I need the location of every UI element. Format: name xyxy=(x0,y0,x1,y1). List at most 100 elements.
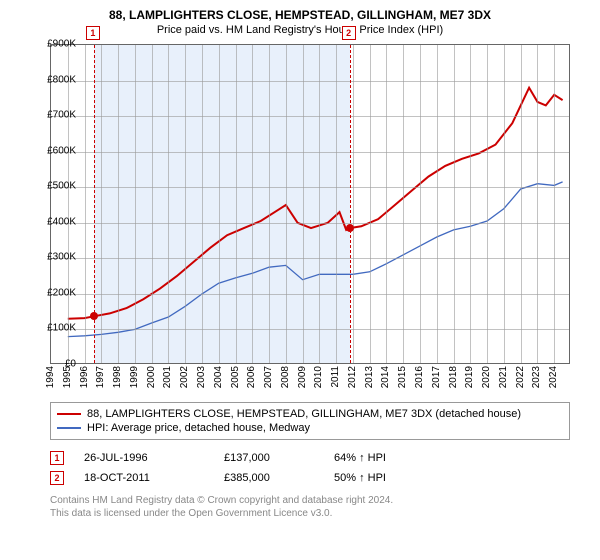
sale-marker-1: 1 xyxy=(86,26,100,40)
y-tick-label: £600K xyxy=(47,145,76,156)
gridline-v xyxy=(437,45,438,363)
x-tick-label: 2007 xyxy=(263,366,274,388)
x-tick-label: 2019 xyxy=(464,366,475,388)
sale-vline xyxy=(350,45,351,363)
gridline-v xyxy=(236,45,237,363)
x-tick-label: 1997 xyxy=(95,366,106,388)
sale-marker-2: 2 xyxy=(342,26,356,40)
x-tick-label: 2023 xyxy=(531,366,542,388)
x-tick-label: 2011 xyxy=(330,366,341,388)
gridline-v xyxy=(85,45,86,363)
gridline-v xyxy=(370,45,371,363)
y-tick-label: £700K xyxy=(47,110,76,121)
y-tick-label: £800K xyxy=(47,74,76,85)
y-tick-label: £400K xyxy=(47,216,76,227)
gridline-v xyxy=(135,45,136,363)
gridline-v xyxy=(252,45,253,363)
x-tick-label: 2008 xyxy=(280,366,291,388)
gridline-v xyxy=(303,45,304,363)
gridline-v xyxy=(521,45,522,363)
gridline-v xyxy=(537,45,538,363)
gridline-h xyxy=(51,294,569,295)
sale-hpi: 64% ↑ HPI xyxy=(334,452,424,464)
x-tick-label: 2009 xyxy=(297,366,308,388)
x-tick-label: 2024 xyxy=(548,366,559,388)
gridline-v xyxy=(470,45,471,363)
sale-price: £385,000 xyxy=(224,472,314,484)
x-tick-label: 2004 xyxy=(213,366,224,388)
swatch-blue xyxy=(57,427,81,429)
x-tick-label: 2002 xyxy=(179,366,190,388)
footer-line-1: Contains HM Land Registry data © Crown c… xyxy=(50,494,570,507)
gridline-v xyxy=(420,45,421,363)
x-tick-label: 2017 xyxy=(431,366,442,388)
x-tick-label: 2021 xyxy=(498,366,509,388)
swatch-red xyxy=(57,413,81,415)
gridline-v xyxy=(185,45,186,363)
gridline-v xyxy=(219,45,220,363)
sale-marker-cell: 1 xyxy=(50,451,64,465)
gridline-v xyxy=(353,45,354,363)
x-tick-label: 2010 xyxy=(313,366,324,388)
x-tick-label: 2016 xyxy=(414,366,425,388)
gridline-v xyxy=(152,45,153,363)
legend-label-blue: HPI: Average price, detached house, Medw… xyxy=(87,422,310,434)
x-tick-label: 2020 xyxy=(481,366,492,388)
sale-point xyxy=(346,224,354,232)
sale-date: 26-JUL-1996 xyxy=(84,452,204,464)
gridline-h xyxy=(51,187,569,188)
sale-point xyxy=(90,312,98,320)
x-tick-label: 2000 xyxy=(146,366,157,388)
gridline-v xyxy=(118,45,119,363)
y-tick-label: £500K xyxy=(47,181,76,192)
x-tick-label: 2003 xyxy=(196,366,207,388)
gridline-v xyxy=(168,45,169,363)
gridline-h xyxy=(51,152,569,153)
gridline-v xyxy=(454,45,455,363)
chart-title: 88, LAMPLIGHTERS CLOSE, HEMPSTEAD, GILLI… xyxy=(0,0,600,22)
footer-attribution: Contains HM Land Registry data © Crown c… xyxy=(50,494,570,520)
sale-price: £137,000 xyxy=(224,452,314,464)
gridline-h xyxy=(51,329,569,330)
y-tick-label: £300K xyxy=(47,252,76,263)
gridline-v xyxy=(336,45,337,363)
gridline-v xyxy=(286,45,287,363)
gridline-h xyxy=(51,223,569,224)
x-tick-label: 1998 xyxy=(112,366,123,388)
x-tick-label: 1996 xyxy=(79,366,90,388)
gridline-v xyxy=(101,45,102,363)
sale-marker-cell: 2 xyxy=(50,471,64,485)
gridline-v xyxy=(504,45,505,363)
x-tick-label: 2022 xyxy=(515,366,526,388)
x-tick-label: 2001 xyxy=(162,366,173,388)
gridline-h xyxy=(51,116,569,117)
y-tick-label: £100K xyxy=(47,323,76,334)
x-tick-label: 2014 xyxy=(380,366,391,388)
y-tick-label: £900K xyxy=(47,39,76,50)
gridline-v xyxy=(403,45,404,363)
legend-label-red: 88, LAMPLIGHTERS CLOSE, HEMPSTEAD, GILLI… xyxy=(87,408,521,420)
x-tick-label: 1999 xyxy=(129,366,140,388)
gridline-v xyxy=(386,45,387,363)
x-tick-label: 2013 xyxy=(364,366,375,388)
x-tick-label: 2018 xyxy=(448,366,459,388)
gridline-v xyxy=(269,45,270,363)
legend-item-red: 88, LAMPLIGHTERS CLOSE, HEMPSTEAD, GILLI… xyxy=(57,407,563,421)
chart-area: £0£100K£200K£300K£400K£500K£600K£700K£80… xyxy=(50,44,600,364)
x-tick-label: 2015 xyxy=(397,366,408,388)
sales-table: 1 26-JUL-1996 £137,000 64% ↑ HPI 2 18-OCT-201… xyxy=(50,448,570,488)
gridline-v xyxy=(487,45,488,363)
footer-line-2: This data is licensed under the Open Gov… xyxy=(50,507,570,520)
legend-item-blue: HPI: Average price, detached house, Medw… xyxy=(57,421,563,435)
x-tick-label: 1994 xyxy=(45,366,56,388)
series-red xyxy=(68,88,563,319)
plot-area xyxy=(50,44,570,364)
x-tick-label: 2012 xyxy=(347,366,358,388)
sale-hpi: 50% ↑ HPI xyxy=(334,472,424,484)
sale-date: 18-OCT-2011 xyxy=(84,472,204,484)
gridline-v xyxy=(554,45,555,363)
x-tick-label: 2005 xyxy=(230,366,241,388)
legend-box: 88, LAMPLIGHTERS CLOSE, HEMPSTEAD, GILLI… xyxy=(50,402,570,440)
y-tick-label: £200K xyxy=(47,287,76,298)
gridline-h xyxy=(51,81,569,82)
